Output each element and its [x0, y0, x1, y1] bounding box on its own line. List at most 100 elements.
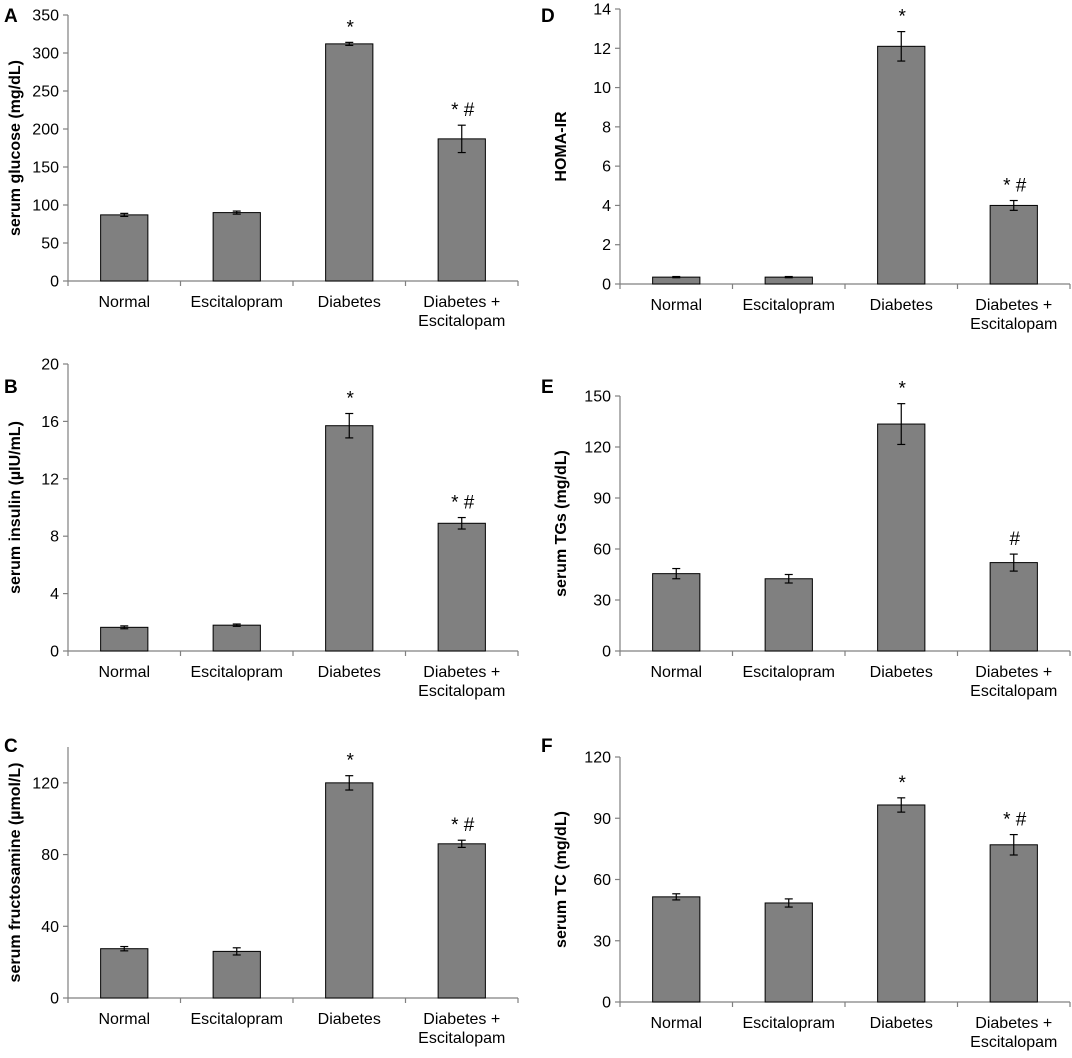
y-tick-label: 0	[602, 995, 611, 1012]
bar	[325, 43, 374, 282]
y-axis-title: serum TGs (mg/dL)	[553, 450, 570, 597]
significance-label: *	[899, 773, 907, 794]
x-category-label: Escitalopam	[970, 316, 1057, 333]
x-category-label: Diabetes	[318, 1011, 381, 1028]
panel-letter: B	[4, 377, 18, 398]
bar	[100, 626, 149, 652]
bar	[437, 138, 486, 282]
y-tick-label: 90	[593, 811, 611, 828]
bar	[877, 45, 926, 285]
y-tick-label: 8	[50, 529, 59, 546]
y-tick-label: 14	[593, 2, 611, 19]
x-category-label: Normal	[650, 297, 702, 314]
x-category-label: Escitalopram	[743, 1015, 835, 1032]
x-category-label: Diabetes +	[423, 294, 500, 311]
x-category-label: Escitalopram	[743, 297, 835, 314]
y-tick-label: 60	[593, 542, 611, 559]
y-tick-label: 12	[593, 41, 611, 58]
y-tick-label: 2	[602, 237, 611, 254]
y-axis-title: serum glucose (mg/dL)	[7, 60, 24, 236]
bar	[212, 950, 261, 999]
y-tick-label: 4	[602, 198, 611, 215]
bar	[652, 573, 701, 652]
x-category-label: Normal	[650, 664, 702, 681]
bar	[212, 212, 261, 282]
panel-letter: D	[541, 6, 555, 27]
bar	[989, 844, 1038, 1003]
y-tick-label: 40	[41, 919, 59, 936]
y-tick-label: 0	[602, 644, 611, 661]
significance-label: * #	[1003, 176, 1027, 197]
x-category-label: Diabetes	[318, 294, 381, 311]
x-category-label: Escitalopam	[970, 683, 1057, 700]
x-category-label: Escitalopam	[418, 683, 505, 700]
y-tick-label: 30	[593, 593, 611, 610]
x-category-label: Diabetes	[870, 297, 933, 314]
bar	[877, 423, 926, 652]
y-tick-label: 250	[32, 84, 59, 101]
y-tick-label: 120	[584, 440, 611, 457]
y-tick-label: 150	[32, 160, 59, 177]
x-category-label: Normal	[98, 1011, 150, 1028]
y-axis-title: serum fructosamine (µmol/L)	[7, 763, 24, 983]
bar	[764, 902, 813, 1003]
x-category-label: Escitalopam	[970, 1034, 1057, 1051]
y-tick-label: 0	[50, 991, 59, 1008]
y-tick-label: 60	[593, 872, 611, 889]
y-tick-label: 4	[50, 586, 59, 603]
bar	[325, 782, 374, 999]
panel-letter: E	[541, 377, 554, 398]
x-category-label: Escitalopam	[418, 313, 505, 330]
y-axis-title: HOMA-IR	[553, 111, 570, 182]
y-tick-label: 0	[50, 644, 59, 661]
y-tick-label: 0	[50, 274, 59, 291]
y-tick-label: 150	[584, 389, 611, 406]
x-category-label: Diabetes +	[975, 297, 1052, 314]
y-tick-label: 6	[602, 159, 611, 176]
x-category-label: Escitalopam	[418, 1030, 505, 1047]
bar	[989, 204, 1038, 285]
x-category-label: Normal	[98, 294, 150, 311]
x-category-label: Escitalopram	[191, 294, 283, 311]
x-category-label: Escitalopram	[191, 1011, 283, 1028]
y-tick-label: 8	[602, 119, 611, 136]
significance-label: * #	[451, 493, 475, 514]
bar	[877, 804, 926, 1003]
y-tick-label: 120	[32, 775, 59, 792]
x-category-label: Diabetes	[870, 1015, 933, 1032]
y-tick-label: 20	[41, 357, 59, 374]
bar	[437, 522, 486, 652]
y-axis-title: serum insulin (µIU/mL)	[7, 421, 24, 594]
bar	[989, 562, 1038, 652]
significance-label: * #	[451, 100, 475, 121]
panel-letter: A	[4, 6, 18, 27]
x-category-label: Diabetes	[870, 664, 933, 681]
bar	[100, 214, 149, 282]
panel-letter: F	[541, 736, 553, 757]
y-tick-label: 100	[32, 198, 59, 215]
x-category-label: Diabetes +	[975, 664, 1052, 681]
x-category-label: Escitalopram	[743, 664, 835, 681]
y-tick-label: 200	[32, 122, 59, 139]
y-tick-label: 90	[593, 491, 611, 508]
y-tick-label: 350	[32, 8, 59, 25]
y-axis-title: serum TC (mg/dL)	[553, 811, 570, 948]
x-category-label: Diabetes +	[423, 1011, 500, 1028]
x-category-label: Diabetes +	[423, 664, 500, 681]
significance-label: *	[899, 7, 907, 28]
bar	[652, 896, 701, 1003]
x-category-label: Diabetes	[318, 664, 381, 681]
bar	[764, 578, 813, 652]
y-tick-label: 10	[593, 80, 611, 97]
y-tick-label: 16	[41, 414, 59, 431]
y-tick-label: 0	[602, 277, 611, 294]
significance-label: *	[347, 751, 355, 772]
bar	[437, 843, 486, 999]
significance-label: #	[1009, 529, 1020, 550]
bar	[212, 624, 261, 652]
x-category-label: Normal	[650, 1015, 702, 1032]
bar	[325, 425, 374, 652]
